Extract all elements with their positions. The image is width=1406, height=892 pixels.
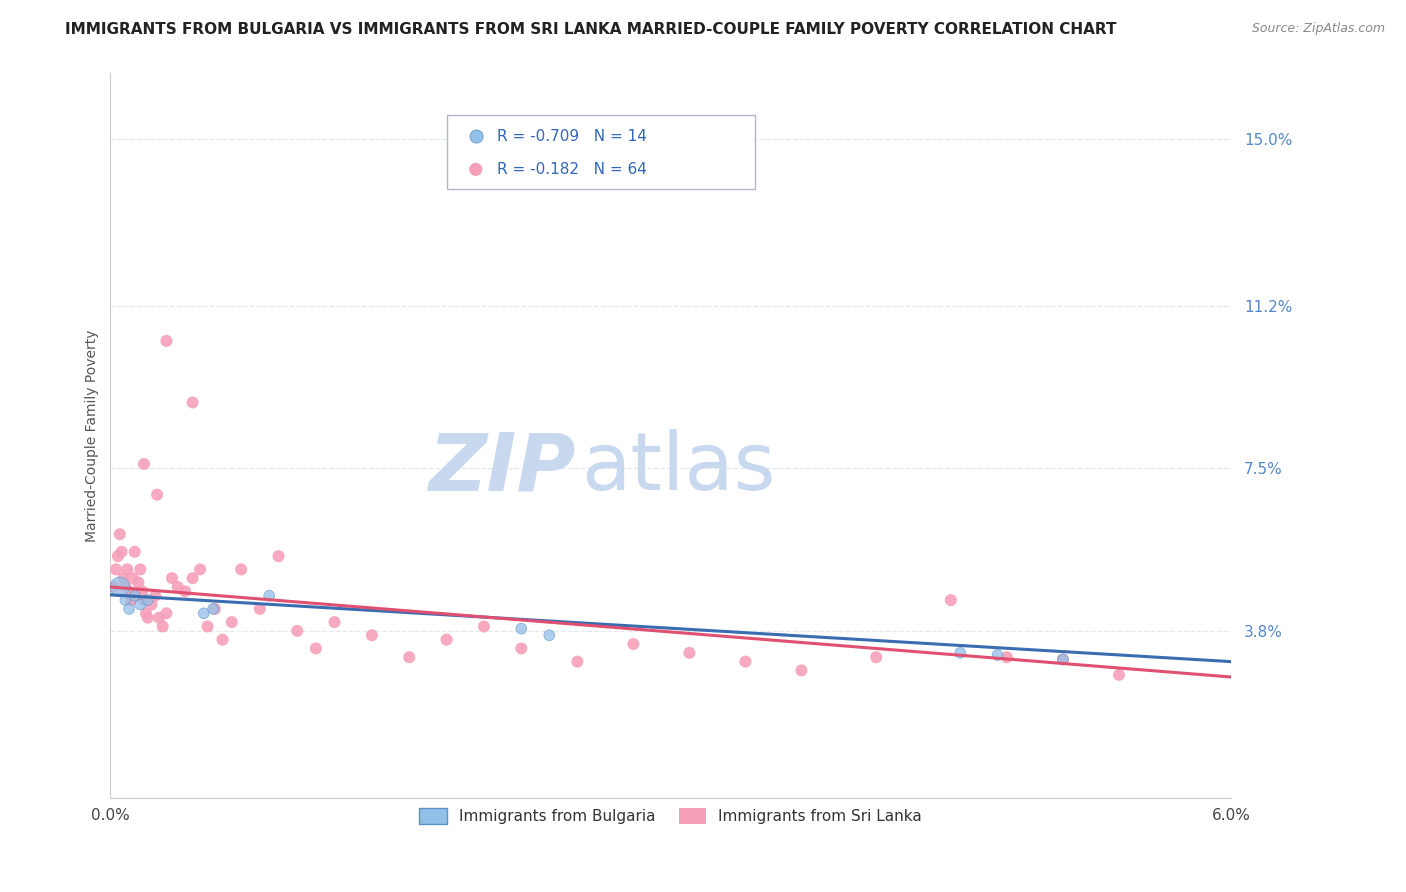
Point bbox=[285, 624, 308, 638]
Point bbox=[143, 589, 166, 603]
Legend: Immigrants from Bulgaria, Immigrants from Sri Lanka: Immigrants from Bulgaria, Immigrants fro… bbox=[413, 802, 928, 830]
Point bbox=[118, 602, 141, 616]
Point bbox=[621, 637, 644, 651]
Point bbox=[221, 615, 243, 629]
Point bbox=[567, 655, 589, 669]
Point bbox=[305, 641, 328, 656]
Point bbox=[115, 562, 138, 576]
Point bbox=[160, 571, 183, 585]
Point bbox=[124, 589, 146, 603]
Point bbox=[120, 593, 142, 607]
Point bbox=[678, 646, 700, 660]
Point bbox=[148, 610, 170, 624]
Point bbox=[110, 545, 132, 559]
Point bbox=[127, 575, 149, 590]
Point bbox=[204, 602, 226, 616]
Point bbox=[188, 562, 211, 576]
Point bbox=[267, 549, 290, 564]
Point bbox=[166, 580, 188, 594]
Point bbox=[174, 584, 197, 599]
Text: Source: ZipAtlas.com: Source: ZipAtlas.com bbox=[1251, 22, 1385, 36]
Point bbox=[131, 584, 153, 599]
Point bbox=[510, 622, 533, 636]
Point bbox=[231, 562, 253, 576]
Point bbox=[986, 648, 1008, 662]
Point bbox=[118, 584, 141, 599]
Point bbox=[257, 589, 280, 603]
Point bbox=[211, 632, 233, 647]
Point bbox=[155, 607, 177, 621]
Point bbox=[1052, 652, 1074, 666]
Point bbox=[181, 395, 204, 409]
Point bbox=[136, 610, 159, 624]
Point bbox=[105, 562, 128, 576]
Text: R = -0.182   N = 64: R = -0.182 N = 64 bbox=[496, 161, 647, 177]
Point bbox=[193, 607, 215, 621]
Point bbox=[510, 641, 533, 656]
Point bbox=[114, 580, 136, 594]
Point bbox=[155, 334, 177, 348]
Point bbox=[124, 545, 146, 559]
Point bbox=[108, 527, 131, 541]
Point bbox=[197, 619, 219, 633]
Text: atlas: atlas bbox=[581, 429, 776, 507]
Point bbox=[160, 753, 183, 767]
Text: IMMIGRANTS FROM BULGARIA VS IMMIGRANTS FROM SRI LANKA MARRIED-COUPLE FAMILY POVE: IMMIGRANTS FROM BULGARIA VS IMMIGRANTS F… bbox=[65, 22, 1116, 37]
Point bbox=[249, 602, 271, 616]
Point bbox=[995, 650, 1018, 665]
Point bbox=[103, 580, 125, 594]
Point bbox=[360, 628, 382, 642]
Point bbox=[472, 619, 495, 633]
Point bbox=[436, 632, 458, 647]
Point bbox=[141, 598, 163, 612]
Point bbox=[949, 646, 972, 660]
Point bbox=[114, 593, 136, 607]
Point bbox=[125, 589, 148, 603]
Text: ZIP: ZIP bbox=[427, 429, 575, 507]
Point bbox=[939, 593, 962, 607]
Point bbox=[538, 628, 561, 642]
Point bbox=[135, 607, 157, 621]
Point bbox=[152, 619, 174, 633]
Point bbox=[202, 602, 225, 616]
Point bbox=[734, 655, 756, 669]
Point bbox=[181, 571, 204, 585]
Point bbox=[107, 549, 129, 564]
Point bbox=[865, 650, 887, 665]
Point bbox=[132, 457, 155, 471]
Point bbox=[160, 750, 183, 764]
Point bbox=[146, 488, 169, 502]
FancyBboxPatch shape bbox=[447, 115, 755, 189]
Point bbox=[129, 598, 152, 612]
Text: R = -0.709   N = 14: R = -0.709 N = 14 bbox=[496, 128, 647, 144]
Point bbox=[108, 580, 131, 594]
Point bbox=[323, 615, 346, 629]
Point bbox=[121, 571, 143, 585]
Y-axis label: Married-Couple Family Poverty: Married-Couple Family Poverty bbox=[86, 329, 100, 541]
Point bbox=[1108, 668, 1130, 682]
Point bbox=[132, 593, 155, 607]
Point bbox=[1052, 652, 1074, 666]
Point bbox=[129, 562, 152, 576]
Point bbox=[790, 664, 813, 678]
Point bbox=[136, 593, 159, 607]
Point bbox=[112, 571, 135, 585]
Point bbox=[398, 650, 420, 665]
